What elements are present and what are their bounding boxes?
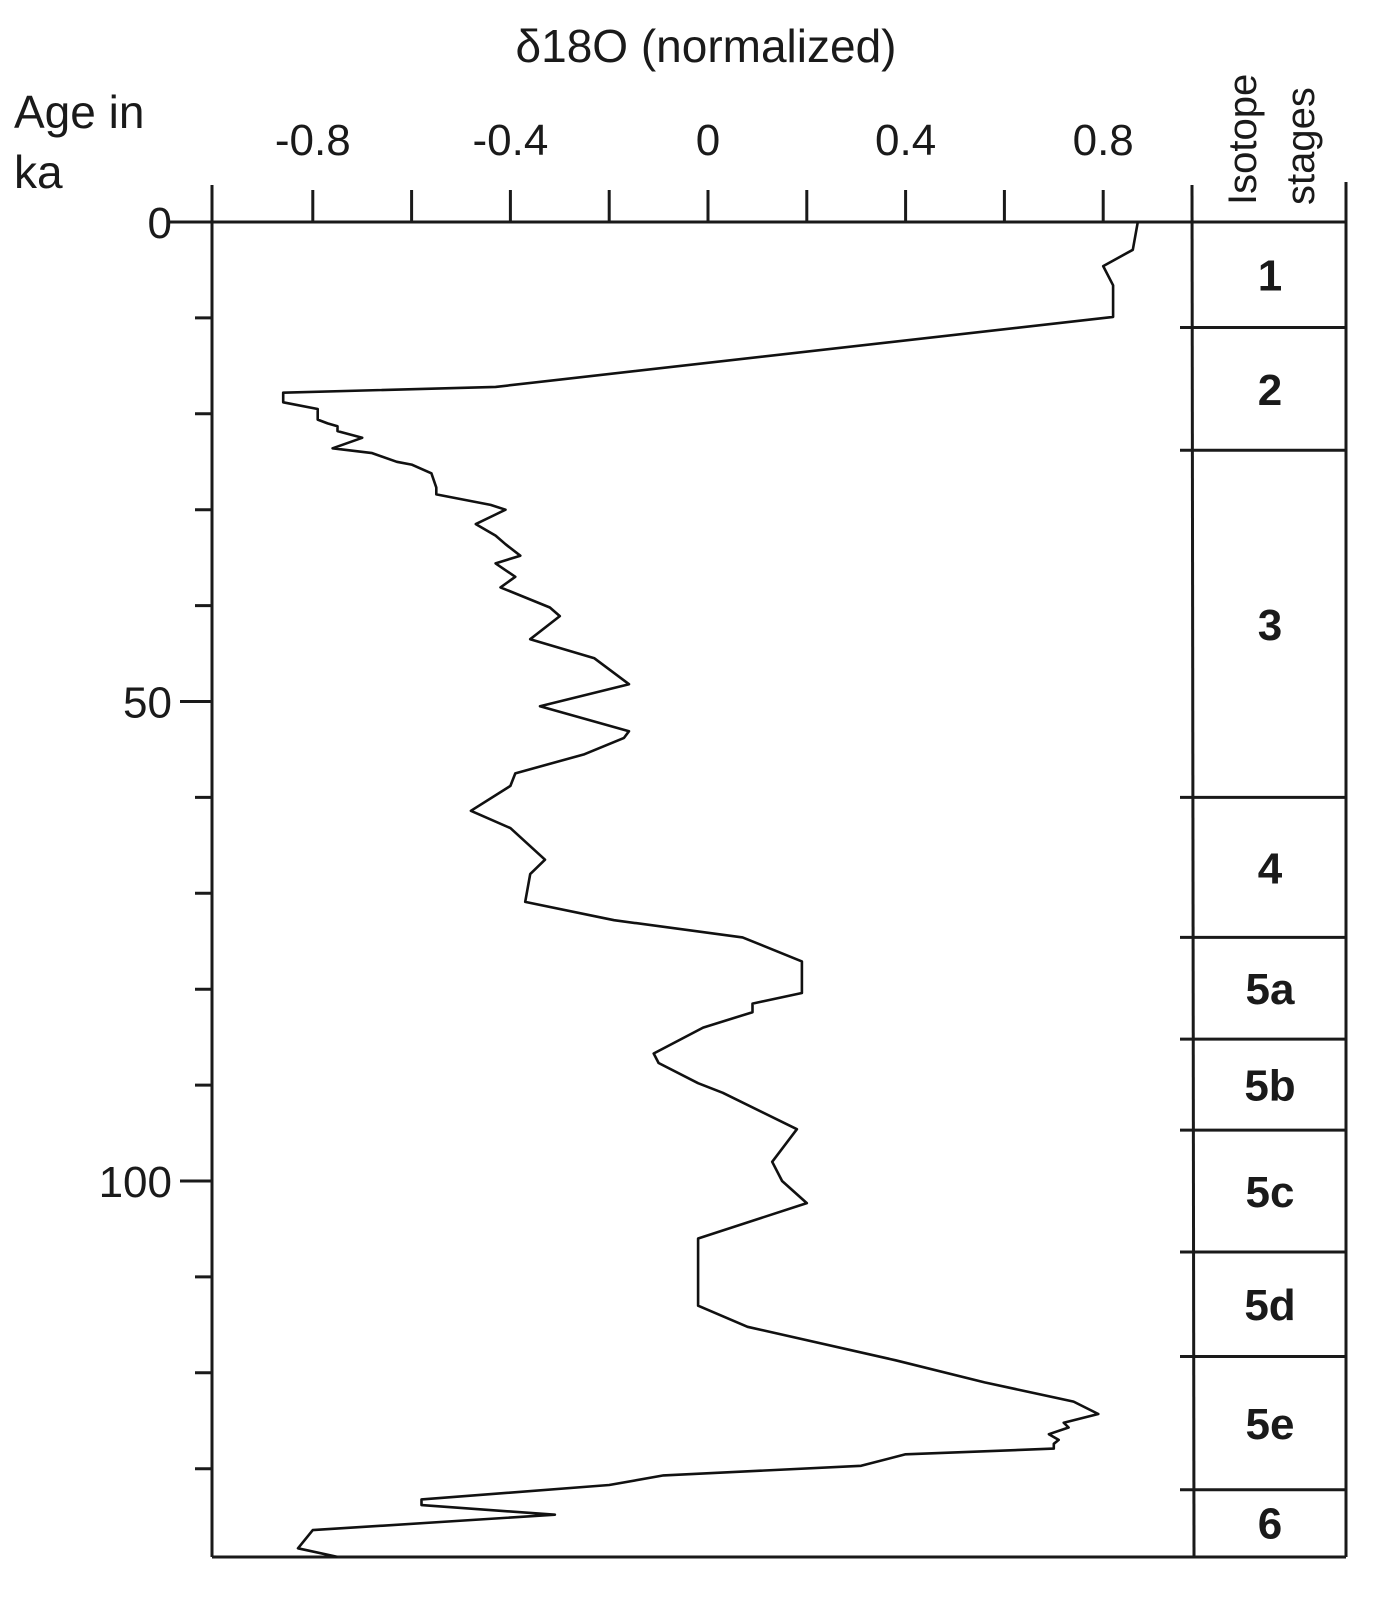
- y-tick-label: 100: [99, 1158, 172, 1207]
- stage-label: 6: [1258, 1499, 1282, 1548]
- y-axis-title: Age in ka: [14, 86, 144, 198]
- x-tick-label: 0.4: [875, 116, 936, 165]
- stage-label: 5a: [1246, 965, 1295, 1014]
- stage-header-line: stages: [1279, 87, 1323, 205]
- plot-axes: [170, 182, 1348, 1559]
- stage-label: 4: [1258, 844, 1283, 893]
- y-tick-label: 0: [148, 199, 172, 248]
- stage-label: 1: [1258, 252, 1282, 301]
- y-axis-title-line: Age in: [14, 86, 144, 138]
- stage-label: 5c: [1246, 1168, 1295, 1217]
- series-line: [281, 221, 1140, 1559]
- x-axis-title: δ18O (normalized): [516, 20, 897, 72]
- x-axis-ticks: -0.8 -0.4 0 0.4 0.8: [275, 116, 1134, 222]
- stage-label: 2: [1258, 366, 1282, 415]
- y-axis-ticks: 0 50 100: [99, 199, 212, 1471]
- x-tick-label: 0.8: [1073, 116, 1134, 165]
- stage-label: 5e: [1246, 1400, 1295, 1449]
- stage-label: 3: [1258, 601, 1282, 650]
- isotope-stage-column: 1 2 3 4 5a 5b 5c 5d 5e 6: [1180, 252, 1346, 1548]
- stage-header-line: Isotope: [1221, 74, 1265, 205]
- y-tick-label: 50: [123, 679, 172, 728]
- stage-column-header: Isotope stages: [1221, 74, 1323, 205]
- y-axis-title-line: ka: [14, 146, 63, 198]
- x-tick-label: -0.8: [275, 116, 351, 165]
- x-tick-label: 0: [696, 116, 720, 165]
- x-axis-title-text: δ18O (normalized): [516, 20, 897, 72]
- stage-label: 5d: [1244, 1281, 1295, 1330]
- delta18o-line: [281, 221, 1140, 1559]
- x-tick-label: -0.4: [472, 116, 548, 165]
- stage-label: 5b: [1244, 1062, 1295, 1111]
